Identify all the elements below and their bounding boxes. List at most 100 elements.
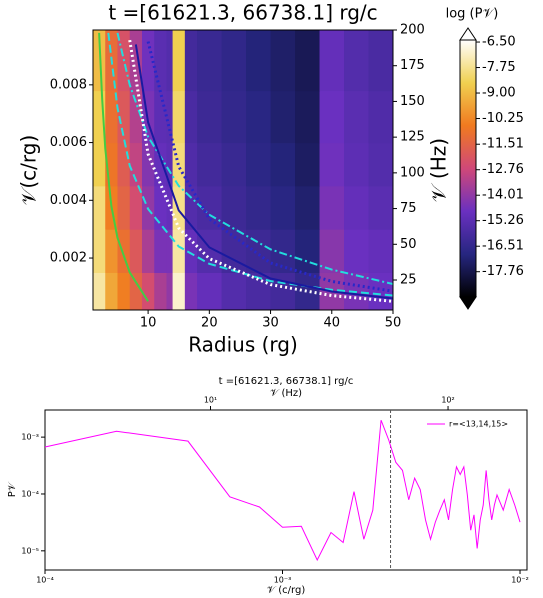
heat-cell	[141, 30, 155, 92]
colorbar-label: log (P𝒱)	[446, 7, 499, 22]
heat-cell	[93, 272, 106, 310]
heat-cell	[246, 30, 272, 92]
x-tick-label: 40	[324, 316, 341, 331]
curve	[116, 32, 393, 285]
heat-cell	[141, 142, 155, 187]
colorbar-tick-label: -12.76	[482, 162, 524, 177]
y-tick-label: 0.006	[50, 135, 87, 150]
x-tick-label: 10	[140, 316, 157, 331]
heat-cell	[172, 30, 186, 92]
heat-cell	[184, 229, 198, 273]
heat-cell	[197, 30, 223, 92]
heat-cell	[172, 229, 186, 273]
heat-cell	[221, 142, 247, 187]
heat-cell	[117, 90, 131, 144]
y2-tick-label: 200	[400, 23, 425, 38]
y-tick-label: 10⁻⁴	[21, 489, 39, 498]
heat-cell	[221, 272, 247, 310]
colorbar-tick-label: -11.51	[482, 137, 524, 152]
heat-cell	[141, 272, 155, 310]
heat-cell	[93, 142, 106, 187]
heat-cell	[344, 229, 370, 273]
y2-tick-label: 75	[400, 201, 417, 216]
heat-cell	[319, 30, 345, 92]
heat-cell	[197, 90, 223, 144]
heat-cell	[154, 229, 167, 273]
heat-cell	[184, 142, 198, 187]
legend-label: r=<13,14,15>	[449, 420, 508, 429]
heat-cell	[166, 142, 174, 187]
curve	[146, 41, 393, 293]
heat-cell	[221, 90, 247, 144]
heat-cell	[295, 90, 321, 144]
curve	[128, 39, 393, 303]
series-line	[44, 419, 521, 562]
heat-cell	[368, 142, 393, 187]
heat-cell	[141, 229, 155, 273]
line-title: t =[61621.3, 66738.1] rg/c	[219, 376, 354, 387]
heat-cell	[117, 185, 131, 230]
heat-cell	[172, 185, 186, 230]
heat-cell	[93, 30, 106, 92]
heat-cell	[270, 185, 296, 230]
heat-cell	[184, 185, 198, 230]
heat-cell	[221, 30, 247, 92]
heat-cell	[154, 90, 167, 144]
heat-cell	[166, 30, 174, 92]
heat-cell	[105, 90, 118, 144]
heat-cell	[129, 30, 143, 92]
x2-tick-label: 10²	[441, 396, 454, 405]
x-tick-label: 10⁻⁴	[36, 576, 54, 585]
heat-cell	[129, 90, 143, 144]
heat-cell	[295, 30, 321, 92]
colorbar-tick-label: -16.51	[482, 239, 524, 254]
x-tick-label: 20	[201, 316, 218, 331]
heat-cell	[246, 185, 272, 230]
x-tick-label: 50	[385, 316, 402, 331]
curve	[134, 44, 393, 300]
y-tick-label: 0.004	[50, 193, 87, 208]
heat-cell	[184, 272, 198, 310]
colorbar-tick-label: -15.26	[482, 213, 524, 228]
heat-cell	[270, 142, 296, 187]
heat-cell	[344, 90, 370, 144]
heat-cell	[319, 229, 345, 273]
heat-cell	[184, 90, 198, 144]
colorbar-tick-label: -14.01	[482, 188, 524, 203]
y2-tick-label: 50	[400, 237, 417, 252]
x-axis-label: Radius (rg)	[188, 333, 298, 357]
heatmap-title: t =[61621.3, 66738.1] rg/c	[108, 1, 377, 25]
y2-tick-label: 175	[400, 58, 425, 73]
heat-cell	[197, 142, 223, 187]
heat-cell	[117, 272, 131, 310]
heat-cell	[246, 229, 272, 273]
curve	[98, 32, 149, 302]
heat-cell	[105, 272, 118, 310]
heat-cell	[246, 142, 272, 187]
heat-cell	[93, 185, 106, 230]
y-tick-label: 10⁻⁵	[21, 546, 39, 555]
y-tick-label: 10⁻³	[21, 433, 39, 442]
curve	[107, 32, 393, 297]
heat-cell	[368, 30, 393, 92]
colorbar	[459, 39, 477, 298]
y2-axis-label: 𝒱 (Hz)	[427, 138, 451, 202]
heat-cell	[166, 185, 174, 230]
x2-tick-label: 10¹	[204, 396, 217, 405]
heat-cell	[172, 90, 186, 144]
heat-cell	[270, 272, 296, 310]
x-tick-label: 30	[262, 316, 279, 331]
heat-cell	[344, 30, 370, 92]
heat-cell	[154, 30, 167, 92]
heat-cell	[368, 229, 393, 273]
x2-axis-label: 𝒱 (Hz)	[270, 388, 302, 399]
heat-cell	[246, 90, 272, 144]
colorbar-tick-label: -9.00	[482, 86, 516, 101]
heat-cell	[129, 272, 143, 310]
plot-frame	[92, 29, 394, 311]
y-axis-label: 𝒱(c/rg)	[17, 135, 41, 206]
heat-cell	[270, 90, 296, 144]
heat-cell	[221, 185, 247, 230]
heat-cell	[105, 229, 118, 273]
heat-cell	[295, 229, 321, 273]
